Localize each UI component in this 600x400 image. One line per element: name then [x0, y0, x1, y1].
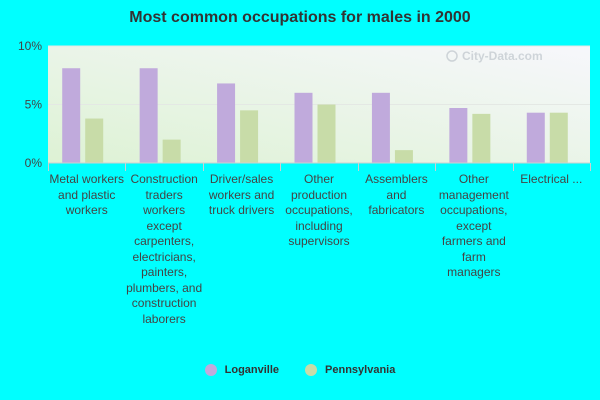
- x-tick-label: Driver/sales workers and truck drivers: [208, 172, 275, 217]
- legend-swatch: [204, 364, 217, 376]
- legend-label: Pennsylvania: [325, 364, 396, 376]
- bar-loganville-2: [217, 83, 236, 163]
- bar-loganville-5: [449, 108, 468, 163]
- x-tick-label: Other management occupations, except far…: [438, 172, 509, 279]
- legend-swatch: [305, 364, 318, 376]
- bar-pennsylvania-4: [394, 150, 413, 163]
- bar-loganville-4: [371, 92, 390, 163]
- y-tick-label: 0%: [25, 156, 43, 170]
- y-tick-label: 5%: [25, 98, 43, 112]
- bar-pennsylvania-2: [240, 110, 259, 163]
- watermark-text: City-Data.com: [462, 49, 543, 63]
- bar-pennsylvania-6: [549, 112, 568, 163]
- bar-loganville-0: [62, 68, 81, 163]
- chart-title: Most common occupations for males in 200…: [129, 9, 471, 26]
- bar-pennsylvania-3: [317, 104, 336, 163]
- legend-item: Loganville: [204, 364, 280, 376]
- watermark: City-Data.com: [446, 49, 543, 63]
- legend: Loganville Pennsylvania: [0, 364, 600, 376]
- bar-loganville-3: [294, 92, 313, 163]
- bar-pennsylvania-1: [162, 139, 181, 163]
- x-tick-label: Other production occupations, including …: [285, 172, 353, 248]
- x-tick-label: Electrical ...: [520, 172, 583, 186]
- x-tick-label: Construction traders workers except carp…: [126, 172, 203, 326]
- x-tick-label: Assemblers and fabricators: [365, 172, 428, 217]
- legend-item: Pennsylvania: [305, 364, 395, 376]
- bar-pennsylvania-5: [472, 113, 491, 163]
- x-tick-label: Metal workers and plastic workers: [49, 172, 125, 217]
- bar-loganville-1: [139, 68, 158, 163]
- legend-label: Loganville: [224, 364, 280, 376]
- bar-pennsylvania-0: [85, 118, 104, 163]
- y-tick-label: 10%: [18, 39, 42, 53]
- bar-loganville-6: [526, 112, 545, 163]
